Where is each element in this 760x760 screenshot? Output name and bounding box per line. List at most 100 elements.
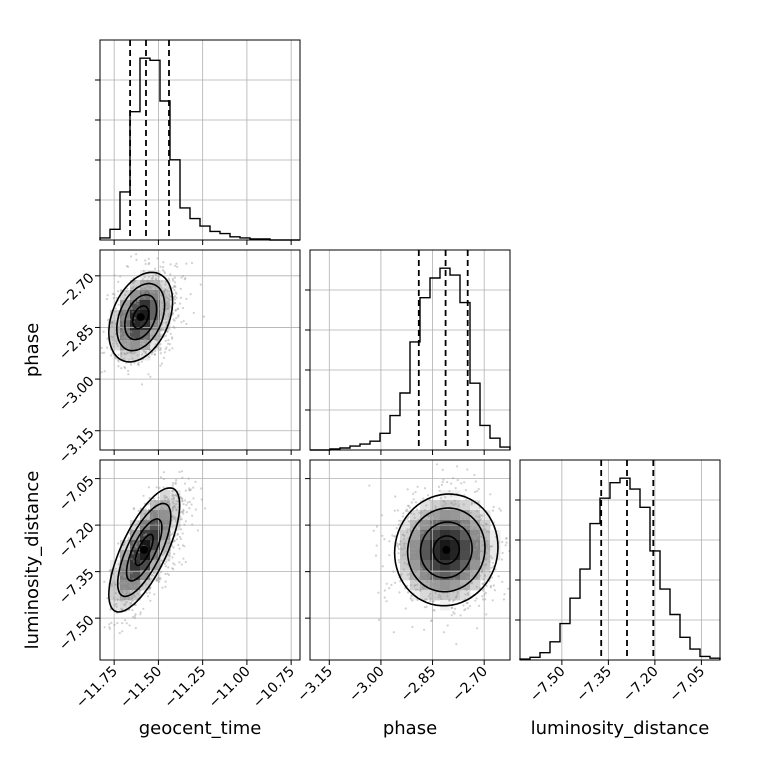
sample-point	[471, 563, 474, 566]
density-cell	[130, 310, 141, 321]
density-cell	[120, 570, 131, 581]
sample-point	[446, 481, 449, 484]
sample-point	[482, 524, 485, 528]
sample-point	[412, 548, 415, 551]
sample-point	[148, 496, 151, 500]
sample-point	[138, 581, 141, 584]
sample-point	[130, 287, 133, 290]
sample-point	[465, 517, 468, 520]
sample-point	[464, 593, 467, 596]
density-cell	[410, 580, 421, 591]
sample-point	[395, 542, 399, 545]
sample-point	[179, 537, 183, 541]
sample-point	[123, 365, 126, 369]
sample-point	[120, 579, 123, 582]
sample-point	[97, 370, 99, 372]
sample-point	[183, 482, 187, 485]
sample-point	[123, 332, 126, 336]
sample-point	[424, 525, 427, 529]
sample-point	[160, 362, 164, 365]
sample-point	[456, 592, 459, 595]
sample-point	[179, 496, 182, 499]
density-cell	[400, 530, 411, 541]
sample-point	[173, 288, 176, 291]
sample-point	[416, 598, 419, 602]
sample-point	[418, 525, 421, 528]
sample-point	[136, 302, 139, 305]
sample-point	[187, 477, 190, 480]
sample-point	[165, 296, 168, 299]
sample-point	[130, 595, 133, 599]
sample-point	[131, 340, 134, 343]
contour-peak	[136, 313, 145, 322]
sample-point	[124, 336, 127, 339]
sample-point	[397, 552, 400, 555]
sample-point	[479, 514, 482, 517]
sample-point	[120, 352, 123, 356]
sample-point	[422, 522, 425, 525]
sample-point	[184, 277, 187, 280]
sample-point	[173, 552, 176, 556]
density-cell	[130, 590, 141, 601]
sample-point	[132, 281, 135, 284]
sample-point	[164, 551, 167, 554]
sample-point	[123, 335, 126, 338]
sample-point	[479, 519, 482, 522]
sample-point	[122, 587, 125, 590]
sample-point	[157, 274, 160, 277]
sample-point	[484, 563, 487, 566]
sample-point	[173, 301, 177, 305]
sample-point	[478, 560, 482, 564]
sample-point	[154, 278, 158, 281]
sample-point	[461, 521, 464, 525]
sample-point	[441, 481, 444, 484]
sample-point	[113, 293, 116, 296]
sample-point	[481, 550, 484, 553]
sample-point	[136, 300, 139, 303]
sample-point	[130, 597, 133, 600]
density-cell	[110, 330, 121, 341]
sample-point	[122, 310, 126, 314]
sample-point	[159, 329, 162, 332]
density-cell	[440, 540, 451, 551]
sample-point	[124, 619, 127, 622]
sample-point	[481, 598, 484, 601]
sample-point	[442, 499, 445, 503]
joint-contours-geocent_time-phase	[107, 271, 174, 363]
sample-point	[473, 536, 476, 539]
sample-point	[139, 507, 142, 510]
sample-point	[176, 307, 180, 310]
sample-point	[162, 266, 165, 269]
sample-point	[455, 595, 459, 598]
sample-point	[161, 514, 164, 517]
sample-point	[383, 596, 386, 599]
sample-point	[129, 532, 132, 535]
sample-point	[409, 552, 413, 555]
sample-point	[413, 535, 416, 538]
sample-point	[413, 562, 416, 565]
density-cell	[480, 510, 491, 521]
sample-point	[160, 509, 163, 512]
sample-point	[433, 515, 436, 518]
sample-point	[137, 520, 140, 524]
sample-point	[487, 531, 491, 534]
sample-point	[409, 574, 412, 577]
density-cell	[130, 300, 141, 311]
sample-point	[171, 567, 174, 570]
sample-point	[372, 529, 375, 532]
sample-point	[440, 588, 443, 591]
sample-point	[452, 513, 455, 517]
density-cell	[110, 310, 121, 321]
sample-point	[117, 563, 120, 566]
sample-point	[475, 576, 479, 579]
sample-point	[174, 309, 177, 312]
density-cell	[140, 310, 151, 321]
sample-point	[123, 581, 126, 584]
sample-point	[171, 525, 174, 528]
sample-point	[124, 352, 128, 356]
sample-point	[133, 595, 137, 598]
sample-point	[133, 584, 136, 587]
sample-point	[446, 595, 449, 598]
sample-point	[139, 611, 142, 614]
sample-point	[477, 501, 480, 504]
